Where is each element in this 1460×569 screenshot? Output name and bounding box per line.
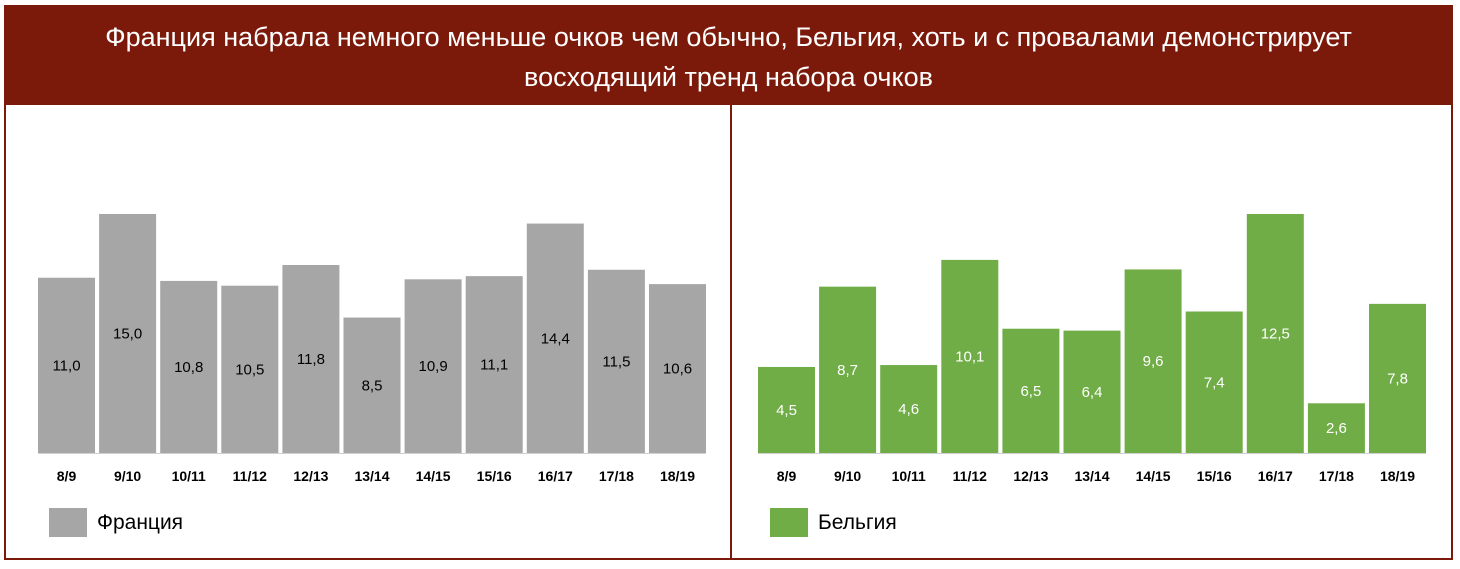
belgium-bar-value-9: 2,6 [1326,420,1347,437]
france-tick-label-1: 9/10 [114,468,141,484]
france-bar-9 [587,269,645,453]
belgium-tick-label-8: 16/17 [1258,468,1293,484]
france-tick-label-9: 17/18 [599,468,634,484]
belgium-bar-6 [1124,269,1182,453]
belgium-bar-8 [1246,214,1304,453]
france-legend-swatch [49,508,87,537]
france-bar-value-3: 10,5 [235,361,264,378]
belgium-tick-label-0: 8/9 [777,468,797,484]
france-bar-value-4: 11,8 [297,351,325,368]
france-bar-1 [99,214,157,453]
france-bar-7 [465,276,523,453]
france-bar-value-7: 11,1 [480,357,508,374]
belgium-tick-label-9: 17/18 [1319,468,1354,484]
france-bar-value-0: 11,0 [52,357,80,374]
belgium-bar-9 [1307,403,1365,453]
france-panel: 11,0 8/9 15,0 9/10 10,8 10/11 10,5 11/12 11,8 12/… [6,105,730,560]
belgium-tick-label-3: 11/12 [953,468,987,484]
france-bar-value-6: 10,9 [418,358,447,375]
belgium-bar-value-2: 4,6 [898,401,919,418]
france-tick-label-6: 14/15 [416,468,451,484]
belgium-tick-label-2: 10/11 [892,468,926,484]
france-bar-value-9: 11,5 [602,353,630,370]
france-bar-value-2: 10,8 [174,359,203,376]
belgium-bar-value-4: 6,5 [1020,383,1041,400]
header-banner: Франция набрала немного меньше очков чем… [6,7,1451,105]
france-bar-0 [38,277,95,453]
belgium-legend: Бельгия [770,508,897,537]
belgium-bar-value-0: 4,5 [776,402,797,419]
france-bar-value-8: 14,4 [541,330,570,347]
france-bar-10 [649,284,706,453]
france-tick-label-8: 16/17 [538,468,573,484]
france-bar-value-5: 8,5 [362,377,383,394]
france-tick-label-3: 11/12 [233,468,267,484]
belgium-legend-swatch [770,508,808,537]
belgium-bar-7 [1185,311,1243,453]
france-bar-8 [526,223,584,453]
belgium-bar-4 [1002,328,1060,453]
belgium-bar-chart: 4,5 8/9 8,7 9/10 4,6 10/11 10,1 11/12 6,5 12/13 6,… [758,214,1426,484]
france-bar-5 [343,317,401,453]
belgium-tick-label-10: 18/19 [1380,468,1415,484]
panel-divider [730,105,732,560]
chart-title: Франция набрала немного меньше очков чем… [105,22,1352,92]
belgium-tick-label-4: 12/13 [1013,468,1048,484]
france-tick-label-0: 8/9 [57,468,77,484]
france-bar-3 [221,285,279,453]
france-tick-label-5: 13/14 [354,468,389,484]
france-bar-4 [282,264,340,453]
france-tick-label-7: 15/16 [477,468,512,484]
belgium-tick-label-5: 13/14 [1074,468,1109,484]
france-bar-6 [404,279,462,453]
france-bar-value-1: 15,0 [113,326,142,343]
belgium-bar-value-7: 7,4 [1204,374,1225,391]
belgium-bar-value-1: 8,7 [837,362,858,379]
france-tick-label-10: 18/19 [660,468,695,484]
belgium-legend-label: Бельгия [818,510,897,534]
belgium-bar-value-8: 12,5 [1261,326,1290,343]
chart-frame: Франция набрала немного меньше очков чем… [4,5,1453,560]
belgium-tick-label-1: 9/10 [834,468,861,484]
belgium-bar-3 [941,259,999,453]
belgium-tick-label-7: 15/16 [1197,468,1232,484]
france-legend-label: Франция [97,510,184,534]
france-bar-value-10: 10,6 [663,361,692,378]
belgium-bar-value-10: 7,8 [1387,370,1408,387]
belgium-bar-value-5: 6,4 [1082,384,1103,401]
france-bar-chart: 11,0 8/9 15,0 9/10 10,8 10/11 10,5 11/12 11,8 12/… [38,214,706,484]
france-legend: Франция [49,508,183,537]
belgium-bar-value-3: 10,1 [955,348,984,365]
belgium-bar-5 [1063,330,1121,453]
belgium-bar-1 [819,286,877,453]
belgium-tick-label-6: 14/15 [1136,468,1171,484]
belgium-panel: 4,5 8/9 8,7 9/10 4,6 10/11 10,1 11/12 6,5 12/13 6,… [732,105,1453,560]
france-tick-label-4: 12/13 [293,468,328,484]
belgium-bar-2 [880,365,938,453]
france-tick-label-2: 10/11 [172,468,206,484]
belgium-bar-value-6: 9,6 [1143,353,1164,370]
belgium-bar-10 [1369,303,1426,453]
france-bar-2 [160,280,218,453]
belgium-bar-0 [758,366,815,453]
